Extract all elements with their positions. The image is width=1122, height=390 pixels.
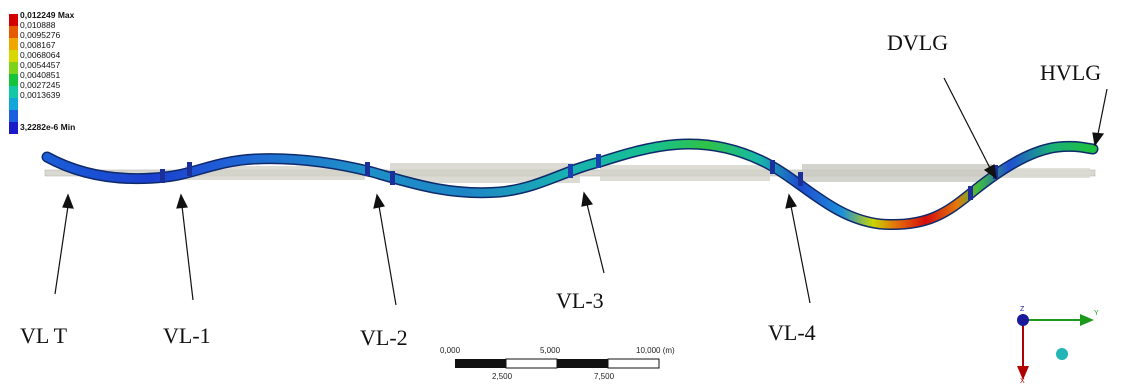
scale-label-10000: 10,000 (m) [636, 346, 675, 355]
arrow-vl4 [790, 205, 811, 304]
legend-max-label: 0,012249 Max [20, 10, 75, 20]
triad-z-label: Z [1020, 306, 1025, 313]
scale-label-7500: 7,500 [594, 372, 615, 381]
legend-swatch [9, 26, 18, 38]
legend-swatch [9, 62, 18, 74]
legend-swatch [9, 38, 18, 50]
arrow-vl1-head [176, 193, 188, 209]
legend-level-label: 0,0040851 [20, 70, 61, 80]
legend-level-label: 0,0054457 [20, 60, 61, 70]
support-mark [596, 154, 601, 168]
scale-label-5000: 5,000 [540, 346, 561, 355]
arrow-vl2 [378, 205, 397, 306]
legend-swatch [9, 110, 18, 122]
triad-x-label: X [1020, 378, 1025, 385]
label-vl3: VL-3 [556, 288, 604, 313]
scale-bar: 0,000 5,000 10,000 (m) 2,500 7,500 [440, 346, 690, 386]
label-dvlg: DVLG [887, 30, 949, 55]
label-vlt: VL T [20, 323, 68, 348]
legend-level-label: 0,0027245 [20, 80, 61, 90]
scale-bar-graphic [455, 358, 660, 369]
coordinate-triad[interactable]: Z Y X [1010, 300, 1100, 385]
arrow-vl1 [181, 205, 194, 301]
legend-swatch [9, 98, 18, 110]
legend-swatch [9, 86, 18, 98]
legend-color-bar [9, 14, 18, 134]
support-mark [390, 171, 395, 185]
support-mark [968, 186, 973, 200]
arrow-dvlg [943, 77, 991, 169]
legend-level-label: 0,010888 [20, 20, 56, 30]
support-mark [187, 162, 192, 176]
legend-swatch [9, 74, 18, 86]
legend-level-label: 0,0095276 [20, 30, 61, 40]
arrow-vl3-head [581, 191, 594, 207]
contour-legend: 0,012249 Max 0,010888 0,0095276 0,008167… [6, 10, 126, 138]
support-mark [568, 164, 573, 178]
label-vl1: VL-1 [163, 323, 211, 348]
legend-level-label: 0,0013639 [20, 90, 61, 100]
arrow-vl3 [586, 203, 605, 274]
support-mark [365, 162, 370, 176]
arrow-vl4-head [785, 193, 797, 209]
arrow-vl2-head [373, 193, 385, 209]
triad-graphic [1017, 314, 1094, 380]
support-mark [160, 169, 165, 183]
legend-swatch [9, 50, 18, 62]
legend-min-label: 3,2282e-6 Min [20, 122, 76, 132]
legend-swatch [9, 14, 18, 26]
scale-label-2500: 2,500 [492, 372, 513, 381]
label-vl4: VL-4 [768, 320, 816, 345]
arrow-hvlg [1097, 88, 1108, 135]
deformed-pipe[interactable] [41, 138, 1099, 231]
arrow-vlt [54, 205, 69, 295]
arrow-hvlg-head [1092, 132, 1105, 147]
legend-swatch [9, 122, 18, 134]
label-vl2: VL-2 [360, 325, 408, 350]
legend-level-label: 0,0068064 [20, 50, 61, 60]
arrow-vlt-head [62, 193, 74, 209]
support-mark [770, 160, 775, 174]
label-hvlg: HVLG [1040, 60, 1102, 85]
triad-y-label: Y [1094, 310, 1099, 317]
callout-arrows [54, 77, 1108, 306]
support-mark [798, 172, 803, 186]
scale-label-0: 0,000 [440, 346, 461, 355]
arrow-dvlg-head [983, 164, 997, 180]
legend-level-label: 0,008167 [20, 40, 56, 50]
